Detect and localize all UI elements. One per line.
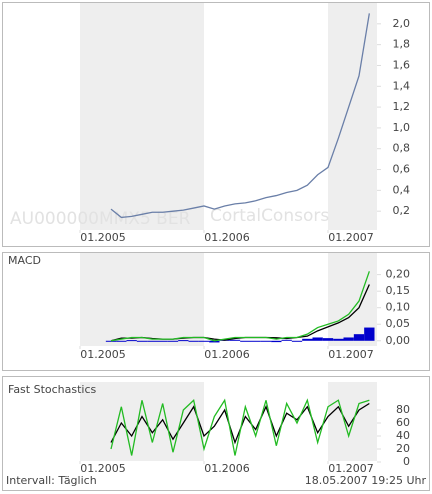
- x-tick-label: 01.2007: [328, 462, 374, 475]
- x-tick-label: 01.2006: [204, 348, 250, 361]
- histogram-bar: [167, 340, 179, 342]
- y-tick-label: 0,8: [393, 142, 411, 155]
- shaded-year: [328, 382, 377, 461]
- y-tick-label: 0,00: [386, 334, 411, 347]
- y-tick-label: 80: [396, 403, 410, 416]
- y-tick-label: 0,05: [386, 317, 411, 330]
- panel-title: Fast Stochastics: [8, 383, 97, 396]
- panel-title: MACD: [8, 254, 41, 267]
- histogram-bar: [353, 334, 365, 341]
- histogram-bar: [147, 340, 158, 342]
- histogram-bar: [136, 340, 148, 342]
- histogram-bar: [333, 338, 344, 341]
- histogram-bar: [281, 339, 292, 341]
- histogram-bar: [240, 340, 251, 342]
- watermark: CortalConsors: [210, 206, 329, 226]
- y-tick-label: 40: [396, 429, 410, 442]
- histogram-bar: [188, 340, 199, 342]
- series-line: [110, 271, 370, 342]
- x-tick-label: 01.2007: [328, 348, 374, 361]
- y-tick-label: 0,6: [393, 163, 411, 176]
- histogram-bar: [302, 338, 313, 341]
- x-tick-label: 01.2006: [204, 231, 250, 244]
- shaded-year: [328, 3, 377, 230]
- shaded-year: [80, 382, 204, 461]
- histogram-bar: [364, 327, 375, 341]
- histogram-bar: [322, 338, 334, 341]
- histogram-bar: [178, 340, 189, 342]
- y-tick-label: 0,10: [386, 301, 411, 314]
- y-tick-label: 2,0: [393, 17, 411, 30]
- x-tick-label: 01.2007: [328, 231, 374, 244]
- histogram-bar: [312, 337, 323, 341]
- shaded-year: [80, 253, 204, 346]
- histogram-bar: [126, 340, 137, 342]
- histogram-bar: [105, 340, 117, 342]
- y-tick-label: 1,4: [393, 79, 411, 92]
- y-tick-label: 60: [396, 416, 410, 429]
- y-tick-label: 1,6: [393, 58, 411, 71]
- y-tick-label: 20: [396, 442, 410, 455]
- x-tick-label: 01.2005: [80, 348, 126, 361]
- footer-timestamp: 18.05.2007 19:25 Uhr: [305, 474, 427, 487]
- histogram-bar: [291, 340, 303, 342]
- x-tick-label: 01.2005: [80, 462, 126, 475]
- y-tick-label: 1,8: [393, 38, 411, 51]
- histogram-bar: [229, 339, 241, 341]
- histogram-bar: [198, 340, 210, 342]
- histogram-bar: [209, 340, 220, 343]
- y-tick-label: 0: [403, 455, 410, 468]
- y-tick-label: 0,20: [386, 268, 411, 281]
- histogram-bar: [250, 340, 261, 342]
- histogram-bar: [116, 340, 127, 342]
- histogram-bar: [260, 340, 272, 342]
- histogram-bar: [343, 337, 354, 341]
- shaded-year: [80, 3, 204, 230]
- y-tick-label: 1,0: [393, 121, 411, 134]
- y-tick-label: 1,2: [393, 100, 411, 113]
- y-tick-label: 0,2: [393, 204, 411, 217]
- x-tick-label: 01.2005: [80, 231, 126, 244]
- footer-interval: Intervall: Täglich: [6, 474, 97, 487]
- histogram-bar: [271, 340, 282, 343]
- series-line: [110, 13, 370, 219]
- y-tick-label: 0,4: [393, 183, 411, 196]
- histogram-bar: [157, 340, 168, 342]
- x-tick-label: 01.2006: [204, 462, 250, 475]
- y-tick-label: 0,15: [386, 284, 411, 297]
- series-line: [110, 398, 370, 456]
